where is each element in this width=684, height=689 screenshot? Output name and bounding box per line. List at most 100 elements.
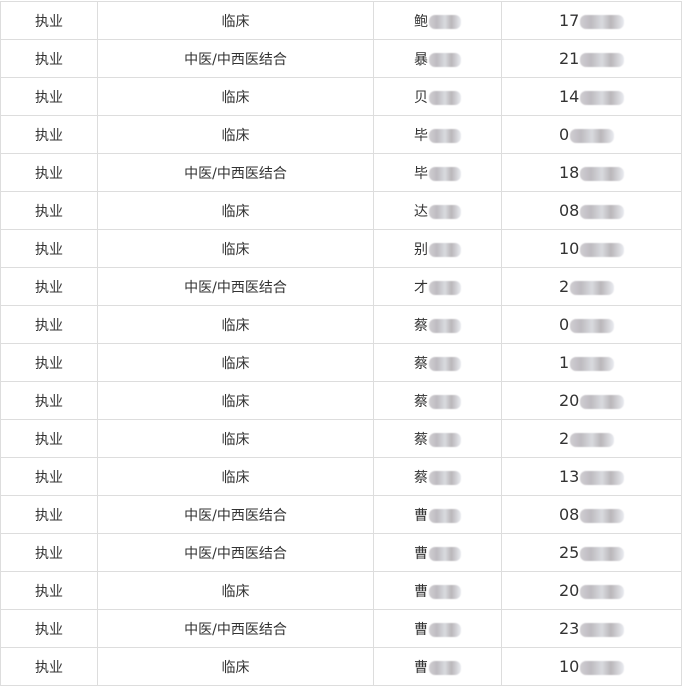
number-cell: 0 [501,115,682,154]
status-cell: 执业 [0,457,98,496]
name-text: 暴 [414,51,428,68]
table-row: 执业 临床 达 08 [0,191,682,230]
status-cell: 执业 [0,1,98,40]
redacted-blur [429,432,461,447]
status-cell: 执业 [0,305,98,344]
status-cell: 执业 [0,533,98,572]
name-cell: 曹 [373,533,502,572]
name-cell: 曹 [373,571,502,610]
number-text: 23 [559,619,580,638]
table-row: 执业 临床 蔡 20 [0,381,682,420]
name-cell: 暴 [373,39,502,78]
number-text: 20 [559,581,580,600]
category-cell: 临床 [97,191,374,230]
name-text: 曹 [414,659,428,676]
redacted-blur [580,470,625,485]
table-row: 执业 临床 曹 20 [0,571,682,610]
category-cell: 中医/中西医结合 [97,609,374,648]
status-cell: 执业 [0,39,98,78]
redacted-blur [429,470,461,485]
name-cell: 蔡 [373,457,502,496]
name-cell: 毕 [373,153,502,192]
name-text: 毕 [414,165,428,182]
number-text: 10 [559,657,580,676]
number-text: 0 [559,125,570,144]
redacted-blur [580,584,625,599]
number-text: 17 [559,11,580,30]
name-cell: 蔡 [373,381,502,420]
category-cell: 临床 [97,343,374,382]
status-cell: 执业 [0,495,98,534]
name-text: 鲍 [414,13,428,30]
redacted-blur [429,356,461,371]
number-text: 14 [559,87,580,106]
table-row: 执业 临床 别 10 [0,229,682,268]
name-text: 贝 [414,89,428,106]
name-cell: 蔡 [373,419,502,458]
name-text: 达 [414,203,428,220]
table-row: 执业 临床 蔡 1 [0,343,682,382]
redacted-blur [580,204,625,219]
table-row: 执业 中医/中西医结合 曹 08 [0,495,682,534]
table-row: 执业 临床 贝 14 [0,77,682,116]
redacted-blur [429,90,461,105]
number-text: 25 [559,543,580,562]
status-cell: 执业 [0,419,98,458]
category-cell: 临床 [97,571,374,610]
category-cell: 中医/中西医结合 [97,267,374,306]
number-text: 08 [559,201,580,220]
name-cell: 贝 [373,77,502,116]
number-cell: 0 [501,305,682,344]
name-cell: 鲍 [373,1,502,40]
name-text: 蔡 [414,469,428,486]
status-cell: 执业 [0,381,98,420]
status-cell: 执业 [0,77,98,116]
redacted-blur [429,584,461,599]
redacted-blur [580,52,625,67]
redacted-blur [570,128,615,143]
number-cell: 2 [501,267,682,306]
name-cell: 曹 [373,495,502,534]
number-cell: 18 [501,153,682,192]
category-cell: 临床 [97,305,374,344]
redacted-blur [580,546,625,561]
redacted-blur [570,318,615,333]
redacted-blur [570,280,615,295]
number-cell: 10 [501,647,682,686]
redacted-blur [429,14,461,29]
table-row: 执业 中医/中西医结合 曹 23 [0,609,682,648]
status-cell: 执业 [0,229,98,268]
number-text: 0 [559,315,570,334]
number-text: 08 [559,505,580,524]
number-text: 2 [559,277,570,296]
number-cell: 08 [501,495,682,534]
redacted-blur [580,394,625,409]
name-text: 曹 [414,621,428,638]
redacted-blur [580,14,625,29]
redacted-blur [570,356,615,371]
status-cell: 执业 [0,115,98,154]
number-text: 10 [559,239,580,258]
name-text: 曹 [414,545,428,562]
redacted-blur [580,166,625,181]
redacted-blur [580,660,625,675]
table-row: 执业 临床 蔡 2 [0,419,682,458]
category-cell: 中医/中西医结合 [97,39,374,78]
number-cell: 20 [501,381,682,420]
redacted-blur [580,90,625,105]
status-cell: 执业 [0,647,98,686]
number-text: 20 [559,391,580,410]
status-cell: 执业 [0,609,98,648]
status-cell: 执业 [0,343,98,382]
name-text: 才 [414,279,428,296]
category-cell: 临床 [97,647,374,686]
status-cell: 执业 [0,153,98,192]
name-cell: 蔡 [373,343,502,382]
table-row: 执业 中医/中西医结合 曹 25 [0,533,682,572]
name-text: 曹 [414,507,428,524]
table-row: 执业 临床 蔡 13 [0,457,682,496]
category-cell: 临床 [97,419,374,458]
table-row: 执业 临床 毕 0 [0,115,682,154]
name-text: 毕 [414,127,428,144]
